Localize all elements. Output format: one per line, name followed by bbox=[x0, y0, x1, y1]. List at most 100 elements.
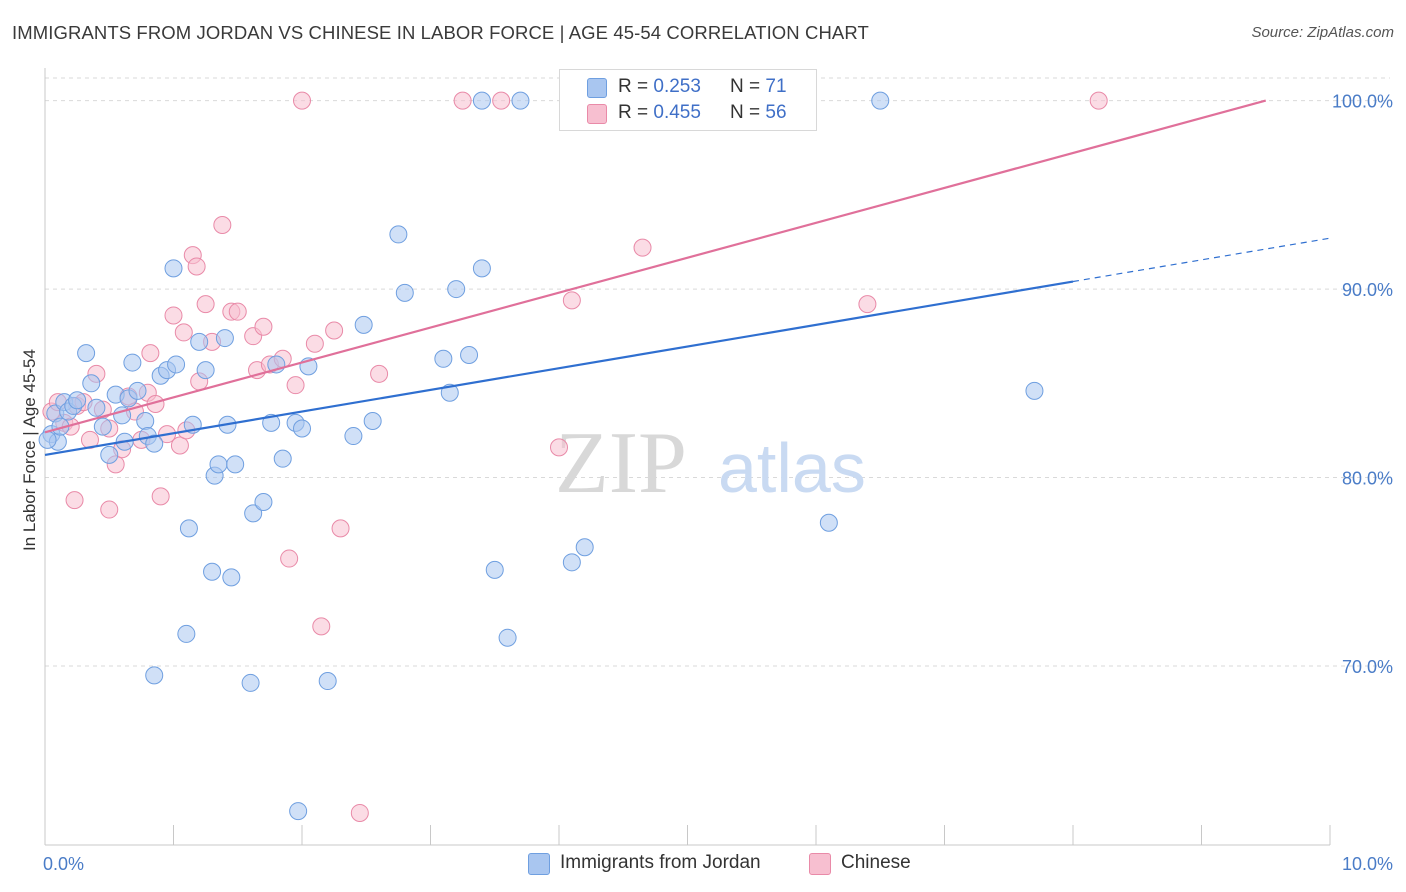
y-tick-labels: 70.0% 80.0% 90.0% 100.0% bbox=[1332, 92, 1393, 677]
chinese-point bbox=[858, 295, 877, 314]
legend-n-jordan: N = 71 bbox=[730, 76, 787, 97]
jordan-point bbox=[434, 349, 453, 368]
jordan-point bbox=[472, 91, 491, 110]
jordan-point bbox=[82, 374, 101, 393]
chinese-point bbox=[100, 500, 119, 519]
watermark-zip: ZIP bbox=[555, 415, 687, 512]
chinese-point bbox=[325, 321, 344, 340]
y-tick-label: 70.0% bbox=[1342, 657, 1393, 677]
jordan-point bbox=[100, 445, 119, 464]
chinese-point bbox=[293, 91, 311, 110]
chinese-point bbox=[286, 376, 305, 395]
jordan-point bbox=[262, 413, 281, 432]
jordan-point bbox=[389, 225, 408, 244]
jordan-point bbox=[485, 560, 504, 579]
chinese-point bbox=[331, 519, 350, 538]
jordan-point bbox=[136, 411, 155, 430]
watermark: ZIP atlas bbox=[555, 415, 866, 512]
axes bbox=[44, 68, 1331, 846]
jordan-point bbox=[203, 562, 222, 581]
chinese-point bbox=[312, 617, 331, 636]
legend-swatch-chinese bbox=[587, 104, 607, 124]
chinese-point bbox=[65, 491, 84, 510]
jordan-point bbox=[562, 553, 581, 572]
jordan-point bbox=[226, 455, 245, 474]
x-tick-label-max: 10.0% bbox=[1342, 854, 1393, 874]
legend-r-chinese: R = 0.455 bbox=[618, 102, 701, 123]
jordan-point bbox=[289, 802, 308, 821]
jordan-point bbox=[209, 455, 228, 474]
jordan-point bbox=[177, 624, 196, 643]
correlation-legend: R = 0.253 N = 71 R = 0.455 N = 56 bbox=[559, 69, 817, 131]
jordan-point bbox=[273, 449, 292, 468]
chinese-point bbox=[370, 364, 389, 383]
y-tick-label: 90.0% bbox=[1342, 280, 1393, 300]
chinese-point bbox=[633, 238, 652, 257]
jordan-point bbox=[363, 411, 382, 430]
jordan-point bbox=[241, 673, 260, 692]
jordan-point bbox=[128, 381, 147, 400]
chinese-point bbox=[151, 487, 170, 506]
jordan-point bbox=[1025, 381, 1044, 400]
chinese-point bbox=[213, 215, 232, 234]
jordan-point bbox=[68, 391, 87, 410]
jordan-point bbox=[190, 332, 209, 351]
jordan-point bbox=[344, 427, 363, 446]
jordan-point bbox=[77, 344, 96, 363]
watermark-atlas: atlas bbox=[718, 429, 866, 507]
chart-title: IMMIGRANTS FROM JORDAN VS CHINESE IN LAB… bbox=[12, 22, 869, 43]
chinese-point bbox=[550, 438, 568, 457]
jordan-point bbox=[575, 538, 594, 557]
y-tick-label: 100.0% bbox=[1332, 92, 1393, 112]
jordan-point bbox=[87, 398, 106, 417]
y-axis-label-wrap: In Labor Force | Age 45-54 bbox=[18, 300, 42, 600]
chinese-trend-line bbox=[44, 99, 1267, 434]
chinese-point bbox=[254, 317, 273, 336]
jordan-point bbox=[167, 355, 186, 374]
y-axis-label: In Labor Force | Age 45-54 bbox=[20, 349, 39, 551]
jordan-point bbox=[472, 259, 491, 278]
series-legend-label-jordan: Immigrants from Jordan bbox=[560, 852, 761, 873]
jordan-point bbox=[244, 504, 263, 523]
jordan-point bbox=[222, 568, 241, 587]
legend-r-jordan: R = 0.253 bbox=[618, 76, 701, 97]
series-legend-swatch-jordan bbox=[528, 853, 550, 875]
chinese-point bbox=[492, 91, 511, 110]
chinese-point bbox=[228, 302, 247, 321]
jordan-point bbox=[395, 283, 414, 302]
grid-lines bbox=[45, 77, 1390, 667]
jordan-point bbox=[145, 434, 164, 453]
jordan-point bbox=[164, 259, 183, 278]
chinese-point bbox=[174, 323, 193, 342]
jordan-point bbox=[215, 329, 234, 348]
chinese-point bbox=[170, 436, 189, 455]
chinese-point bbox=[187, 257, 206, 276]
jordan-point bbox=[293, 419, 311, 438]
jordan-point bbox=[447, 280, 466, 299]
series-legend-label-chinese: Chinese bbox=[841, 852, 911, 873]
chinese-point bbox=[562, 291, 581, 310]
jordan-trend-extension bbox=[1072, 237, 1331, 283]
legend-n-chinese: N = 56 bbox=[730, 102, 787, 123]
jordan-point bbox=[179, 519, 198, 538]
trend-lines bbox=[44, 99, 1331, 456]
chinese-point bbox=[1089, 91, 1108, 110]
jordan-point bbox=[460, 346, 479, 365]
jordan-trend-line bbox=[44, 280, 1074, 456]
chart-source: Source: ZipAtlas.com bbox=[1251, 24, 1394, 41]
chinese-point bbox=[141, 344, 160, 363]
jordan-points bbox=[38, 91, 1044, 821]
x-tick-labels: 0.0% 10.0% bbox=[43, 854, 1393, 874]
jordan-point bbox=[123, 353, 142, 372]
jordan-point bbox=[819, 513, 838, 532]
jordan-point bbox=[318, 672, 337, 691]
jordan-point bbox=[871, 91, 890, 110]
jordan-point bbox=[354, 315, 373, 334]
y-tick-label: 80.0% bbox=[1342, 469, 1393, 489]
chinese-point bbox=[453, 91, 472, 110]
legend-swatch-jordan bbox=[587, 78, 607, 98]
chinese-point bbox=[164, 306, 183, 325]
chinese-point bbox=[305, 334, 324, 353]
jordan-point bbox=[254, 493, 273, 512]
